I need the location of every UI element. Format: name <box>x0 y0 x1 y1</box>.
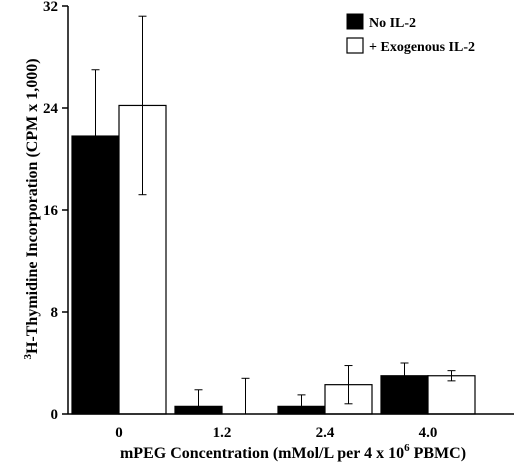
x-tick-labels: 0 1.2 2.4 4.0 <box>115 425 437 441</box>
legend: No IL-2 + Exogenous IL-2 <box>346 13 475 55</box>
x-tick-label: 1.2 <box>213 425 232 441</box>
x-axis-label-text: mPEG Concentration (mMol/L per 4 x 10 <box>120 445 404 462</box>
y-axis-label: 3H-Thymidine Incorporation (CPM x 1,000) <box>22 58 41 359</box>
y-tick-label: 24 <box>43 101 59 117</box>
bar-exogenous-il2 <box>427 375 476 415</box>
x-axis-label: mPEG Concentration (mMol/L per 4 x 106 P… <box>120 442 466 462</box>
legend-swatch-no-il2 <box>346 13 364 30</box>
y-tick-label: 0 <box>51 407 59 423</box>
legend-swatch-exogenous-il2 <box>346 37 364 54</box>
x-tick-label: 0 <box>115 425 123 441</box>
y-axis-label-text: H-Thymidine Incorporation (CPM x 1,000) <box>24 58 41 354</box>
y-tick-label: 8 <box>51 305 59 321</box>
plot-area <box>71 15 476 415</box>
y-tick-label: 32 <box>43 0 58 15</box>
x-axis-label-tail: PBMC) <box>410 445 466 462</box>
legend-label-no-il2: No IL-2 <box>369 16 416 31</box>
y-tick-label: 16 <box>43 203 59 219</box>
y-axis-label-sup: 3 <box>22 354 34 360</box>
x-tick-label: 4.0 <box>419 425 438 441</box>
x-tick-label: 2.4 <box>316 425 335 441</box>
legend-label-exogenous-il2: + Exogenous IL-2 <box>369 40 475 55</box>
y-tick-labels: 0 8 16 24 32 <box>43 0 68 423</box>
x-axis-label-sup: 6 <box>404 442 410 454</box>
